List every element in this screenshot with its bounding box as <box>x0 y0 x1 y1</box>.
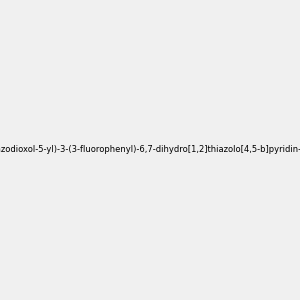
Text: 7-(1,3-benzodioxol-5-yl)-3-(3-fluorophenyl)-6,7-dihydro[1,2]thiazolo[4,5-b]pyrid: 7-(1,3-benzodioxol-5-yl)-3-(3-fluorophen… <box>0 146 300 154</box>
